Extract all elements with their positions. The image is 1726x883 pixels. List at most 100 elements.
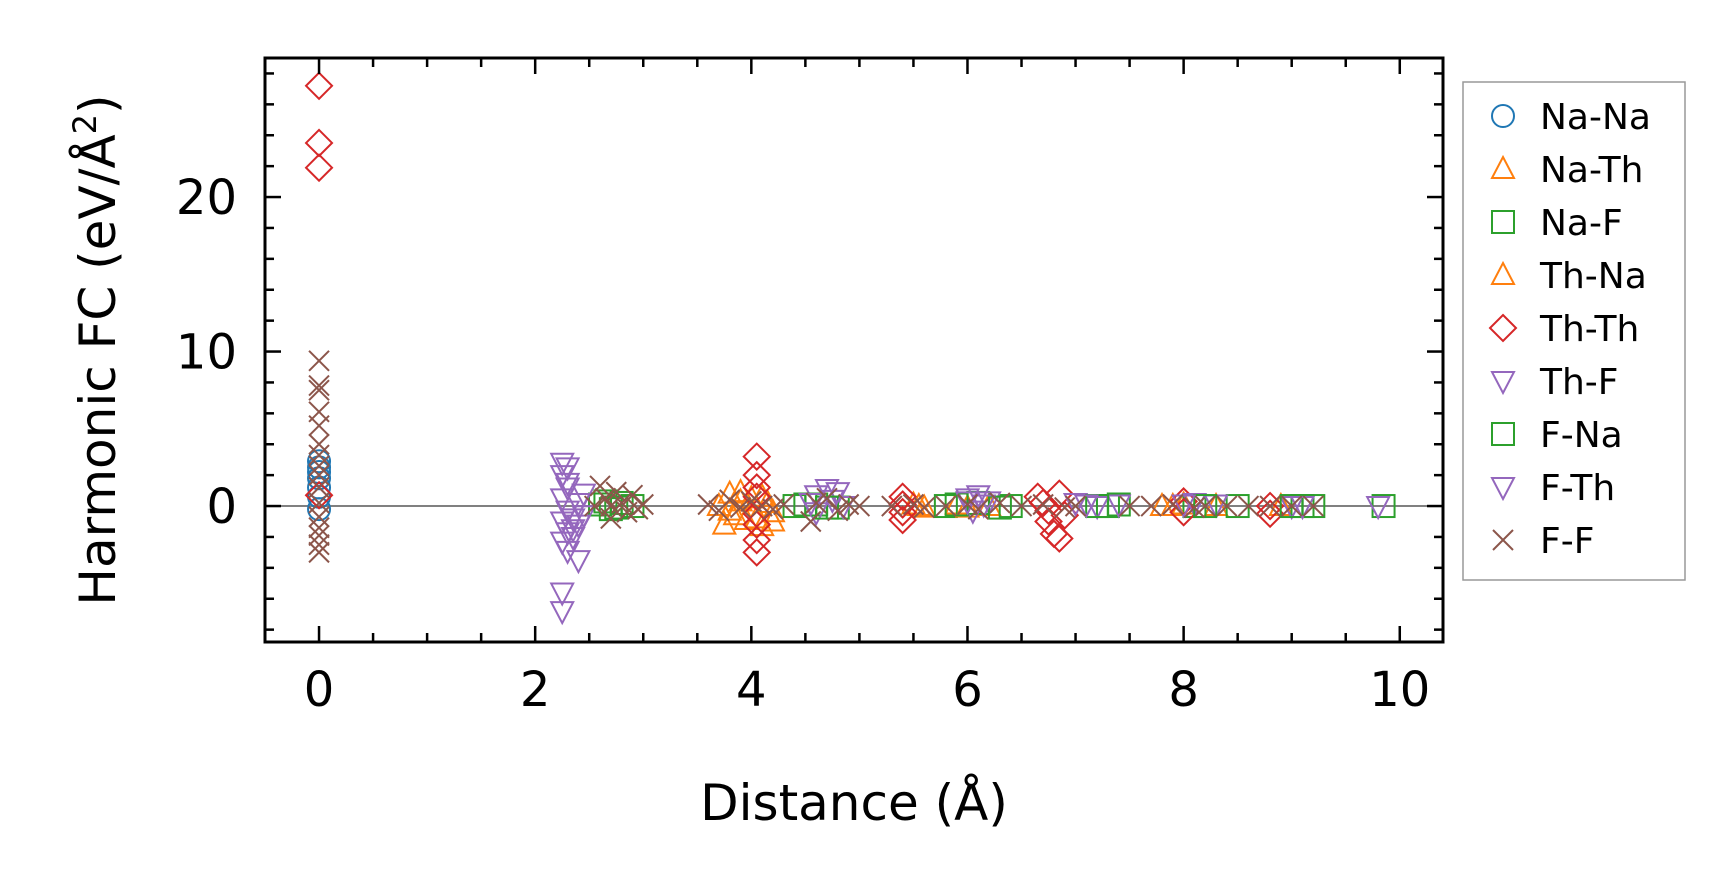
data-point [1216,495,1238,517]
data-point [308,350,330,372]
data-point [971,494,997,519]
data-point [560,519,586,544]
data-point [600,495,622,517]
data-point [711,510,737,535]
data-point [888,482,918,512]
data-point [1279,494,1304,519]
data-point [1280,495,1303,517]
legend-marker [1492,529,1514,551]
legend-frame [1462,81,1686,581]
legend-label: F-Th [1540,468,1615,509]
legend-entry: Na-F [1491,203,1623,244]
data-point [956,493,979,516]
data-point [304,128,334,158]
data-point [967,498,989,520]
legend-marker [1491,104,1515,128]
data-point [935,495,957,517]
data-point [308,444,330,466]
data-point [308,533,330,556]
legend-label: F-F [1540,521,1594,562]
x-tick-label: 0 [304,662,335,718]
data-point [742,510,772,539]
data-point [1170,494,1197,519]
data-point [1194,495,1216,517]
legend: Na-Na Na-Th Na-F Th-Na Th-Th Th-F F-Na F-Th F-F [1462,81,1686,581]
data-point [308,455,330,477]
data-point [719,489,741,511]
legend-label: Na-F [1540,203,1623,244]
y-axis-label: Harmonic FC (eV/Å2) [66,94,127,605]
y-tick-label: 10 [176,325,237,381]
data-point [308,516,330,539]
legend-entry: F-Th [1490,468,1615,509]
legend-entry: Th-Na [1490,256,1647,297]
legend-label: Na-Na [1540,97,1651,138]
legend-label: Th-Th [1539,309,1639,350]
data-point [308,433,330,455]
data-point [989,492,1011,514]
x-tick-label: 8 [1168,662,1199,718]
legend-marker [1491,210,1515,234]
data-point [565,492,592,518]
data-point [549,465,575,490]
data-point [697,493,719,516]
data-point [308,541,330,564]
data-point [1289,496,1316,521]
data-point [729,496,752,519]
data-point [888,490,918,519]
legend-marker [1491,422,1515,446]
legend-entry: Th-F [1490,362,1619,403]
data-point [554,472,581,498]
data-point [549,488,575,513]
data-point [1302,495,1325,517]
data-point [549,582,575,607]
x-tick-label: 10 [1369,662,1430,718]
data-point [954,493,981,518]
data-point [1044,524,1074,553]
data-point [1162,493,1184,516]
data-point [888,505,918,535]
data-point [816,487,838,510]
data-point [589,475,611,497]
data-point [762,498,784,520]
data-point [1118,495,1141,517]
legend-marker [1490,477,1516,502]
data-point [583,495,606,517]
x-axis-label: Distance (Å) [700,774,1008,832]
data-point [1039,519,1069,549]
data-point [1140,495,1162,517]
data-point [827,499,849,522]
data-point [800,510,822,533]
data-point [760,507,786,532]
data-point [308,414,330,437]
data-point [717,496,743,521]
data-point [621,484,644,506]
data-point [308,506,330,528]
data-point [304,71,334,101]
data-point [740,490,763,513]
data-point [805,492,827,514]
data-point [1259,495,1281,517]
data-point [549,452,575,477]
data-point [1255,491,1285,521]
data-point [308,379,330,401]
data-point [742,442,772,472]
data-point [1034,496,1063,526]
data-point [742,525,772,555]
data-point [307,497,332,522]
legend-marker [1490,371,1516,396]
legend-entry: Th-Th [1488,309,1639,350]
legend-label: Na-Th [1540,150,1643,191]
data-point [742,537,772,567]
data-point [554,540,581,566]
data-point [554,457,581,482]
data-point [304,153,334,183]
legend-label: Th-F [1539,362,1619,403]
data-point [913,496,935,519]
legend-marker [1490,260,1516,285]
series-f-f [308,350,1325,564]
data-point [1032,493,1054,516]
legend-entry: Na-Th [1490,150,1643,191]
data-point [814,495,839,520]
plot-frame [263,56,1445,644]
